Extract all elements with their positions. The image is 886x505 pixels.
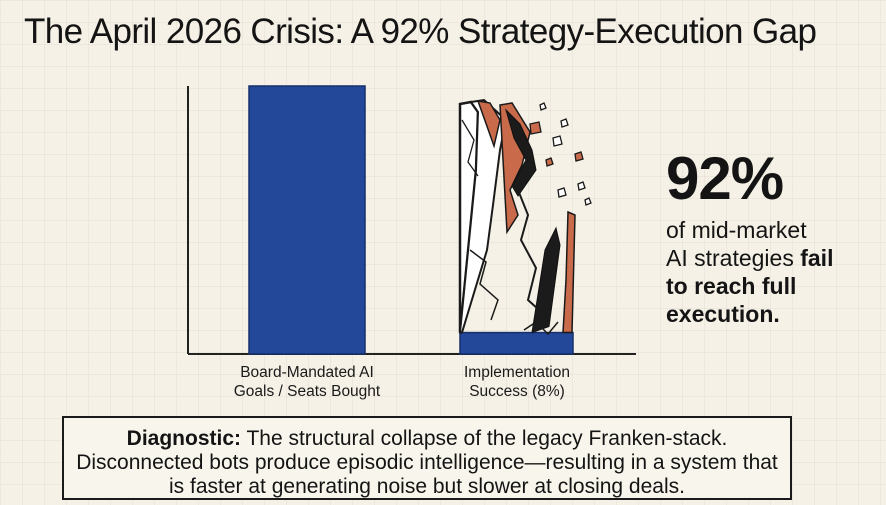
bars: [248, 85, 574, 355]
ruin-crack-line-3: [461, 119, 479, 177]
category-label-1: Board-Mandated AI Goals / Seats Bought: [234, 364, 381, 400]
stat-line-1: of mid-market: [666, 217, 807, 243]
debris-fragment: [539, 102, 547, 111]
ruin-rust-edge: [476, 100, 501, 149]
diagnostic-box: Diagnostic: The structural collapse of t…: [62, 416, 792, 500]
category-labels: Board-Mandated AI Goals / Seats Bought Imp…: [234, 364, 570, 400]
stat-callout: 92% of mid-market AI strategies fail to …: [666, 148, 881, 328]
ruin-crack-line-2: [469, 249, 499, 321]
big-stat-value: 92%: [666, 145, 784, 212]
category-label-2: Implementation Success (8%): [464, 364, 570, 400]
stat-description: of mid-market AI strategies fail to reac…: [666, 216, 881, 328]
ruin-crack-line-4: [523, 321, 559, 336]
stat-line-3: to reach full: [666, 273, 797, 299]
debris-fragment: [557, 187, 567, 198]
debris-fragment: [545, 157, 554, 167]
chart-title: The April 2026 Crisis: A 92% Strategy-Ex…: [24, 12, 817, 51]
stat-line-4: execution.: [666, 301, 780, 327]
ruin-right-sliver: [562, 210, 576, 334]
bar-implementation-success: [459, 331, 574, 355]
ruin-middle-slab: [458, 98, 508, 334]
category-label-line: Implementation: [464, 364, 570, 381]
diagnostic-label: Diagnostic:: [126, 427, 241, 450]
debris-fragment: [574, 151, 584, 162]
stat-line-2b: fail: [800, 245, 834, 271]
ruin-dark-fissure: [504, 108, 537, 197]
debris-fragment: [577, 181, 586, 191]
debris-fragment: [560, 118, 569, 128]
stat-line-2a: AI strategies: [666, 245, 801, 271]
category-label-line: Board-Mandated AI: [240, 364, 374, 381]
diagnostic-text: The structural collapse of the legacy Fr…: [76, 427, 778, 498]
bar-board-mandated: [248, 85, 366, 355]
debris-fragment: [584, 197, 592, 206]
category-label-line: Success (8%): [469, 383, 565, 400]
debris-fragment: [552, 135, 563, 147]
ruin-lower-fissure: [531, 226, 561, 334]
cracked-bar-outline: [458, 98, 592, 336]
category-label-line: Goals / Seats Bought: [234, 383, 381, 400]
debris-fragment: [529, 121, 542, 135]
ruin-crack-line-1: [517, 189, 549, 319]
